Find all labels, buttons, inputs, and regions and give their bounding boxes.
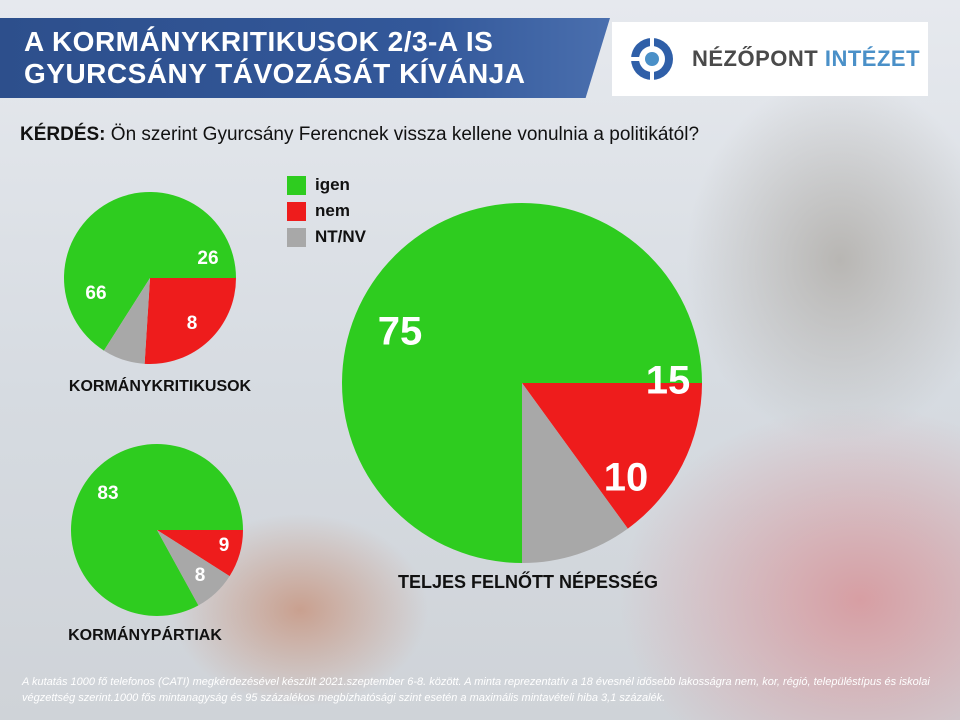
- legend-label-igen: igen: [315, 175, 350, 194]
- title-line-1: A KORMÁNYKRITIKUSOK 2/3-A IS: [24, 26, 494, 57]
- legend-swatch-ntnv: [287, 227, 306, 247]
- pie-slice-igen: [63, 192, 236, 351]
- legend-swatch-igen: [287, 175, 306, 195]
- logo: NÉZŐPONT INTÉZET: [612, 22, 928, 96]
- data-label-ntnv: 8: [195, 565, 206, 586]
- survey-question: KÉRDÉS: Ön szerint Gyurcsány Ferencnek v…: [20, 124, 699, 146]
- data-label-ntnv: 8: [187, 313, 198, 334]
- page-title: A KORMÁNYKRITIKUSOK 2/3-A IS GYURCSÁNY T…: [24, 26, 584, 90]
- target-circle-icon: [631, 38, 673, 80]
- logo-name-part1: NÉZŐPONT: [692, 46, 819, 71]
- question-text: Ön szerint Gyurcsány Ferencnek vissza ke…: [110, 124, 700, 145]
- data-label-nem: 15: [646, 359, 691, 403]
- pie-chart-2: 83 98 KORMÁNYPÁRTIAK: [68, 444, 243, 644]
- pie-slice-ntnv: [522, 383, 628, 563]
- legend: igen nem NT/NV: [287, 172, 366, 250]
- data-label-igen: 66: [85, 283, 106, 304]
- data-label-igen: 83: [97, 483, 118, 504]
- pie-slice-nem: [144, 278, 236, 364]
- pie-slice-nem: [157, 530, 243, 577]
- title-line-2: GYURCSÁNY TÁVOZÁSÁT KÍVÁNJA: [24, 58, 526, 89]
- logo-name-part2: INTÉZET: [824, 46, 921, 71]
- pie-slice-ntnv: [157, 530, 230, 606]
- logo-text: NÉZŐPONT INTÉZET: [692, 46, 920, 72]
- pie-chart-1: 66 26 8 KORMÁNYKRITIKUSOK: [63, 192, 252, 395]
- legend-label-nem: nem: [315, 201, 350, 220]
- methodology-footnote: A kutatás 1000 fő telefonos (CATI) megké…: [22, 676, 930, 704]
- data-label-ntnv: 10: [604, 456, 649, 500]
- question-label: KÉRDÉS:: [20, 124, 106, 145]
- pie-chart-3: 75 15 10 TELJES FELNŐTT NÉPESSÉG: [342, 203, 702, 592]
- legend-swatch-nem: [287, 201, 306, 221]
- legend-item-igen: igen: [287, 172, 366, 198]
- data-label-nem: 26: [197, 248, 218, 269]
- title-banner: [0, 18, 610, 98]
- pie-slice-nem: [522, 383, 702, 529]
- legend-label-ntnv: NT/NV: [315, 227, 366, 246]
- chart-title: TELJES FELNŐTT NÉPESSÉG: [398, 571, 658, 592]
- legend-item-nem: nem: [287, 198, 366, 224]
- chart-title: KORMÁNYKRITIKUSOK: [69, 376, 252, 395]
- chart-title: KORMÁNYPÁRTIAK: [68, 625, 222, 644]
- pie-slice-ntnv: [103, 278, 150, 364]
- data-label-nem: 9: [219, 535, 230, 556]
- data-label-igen: 75: [378, 310, 423, 354]
- legend-item-ntnv: NT/NV: [287, 224, 366, 250]
